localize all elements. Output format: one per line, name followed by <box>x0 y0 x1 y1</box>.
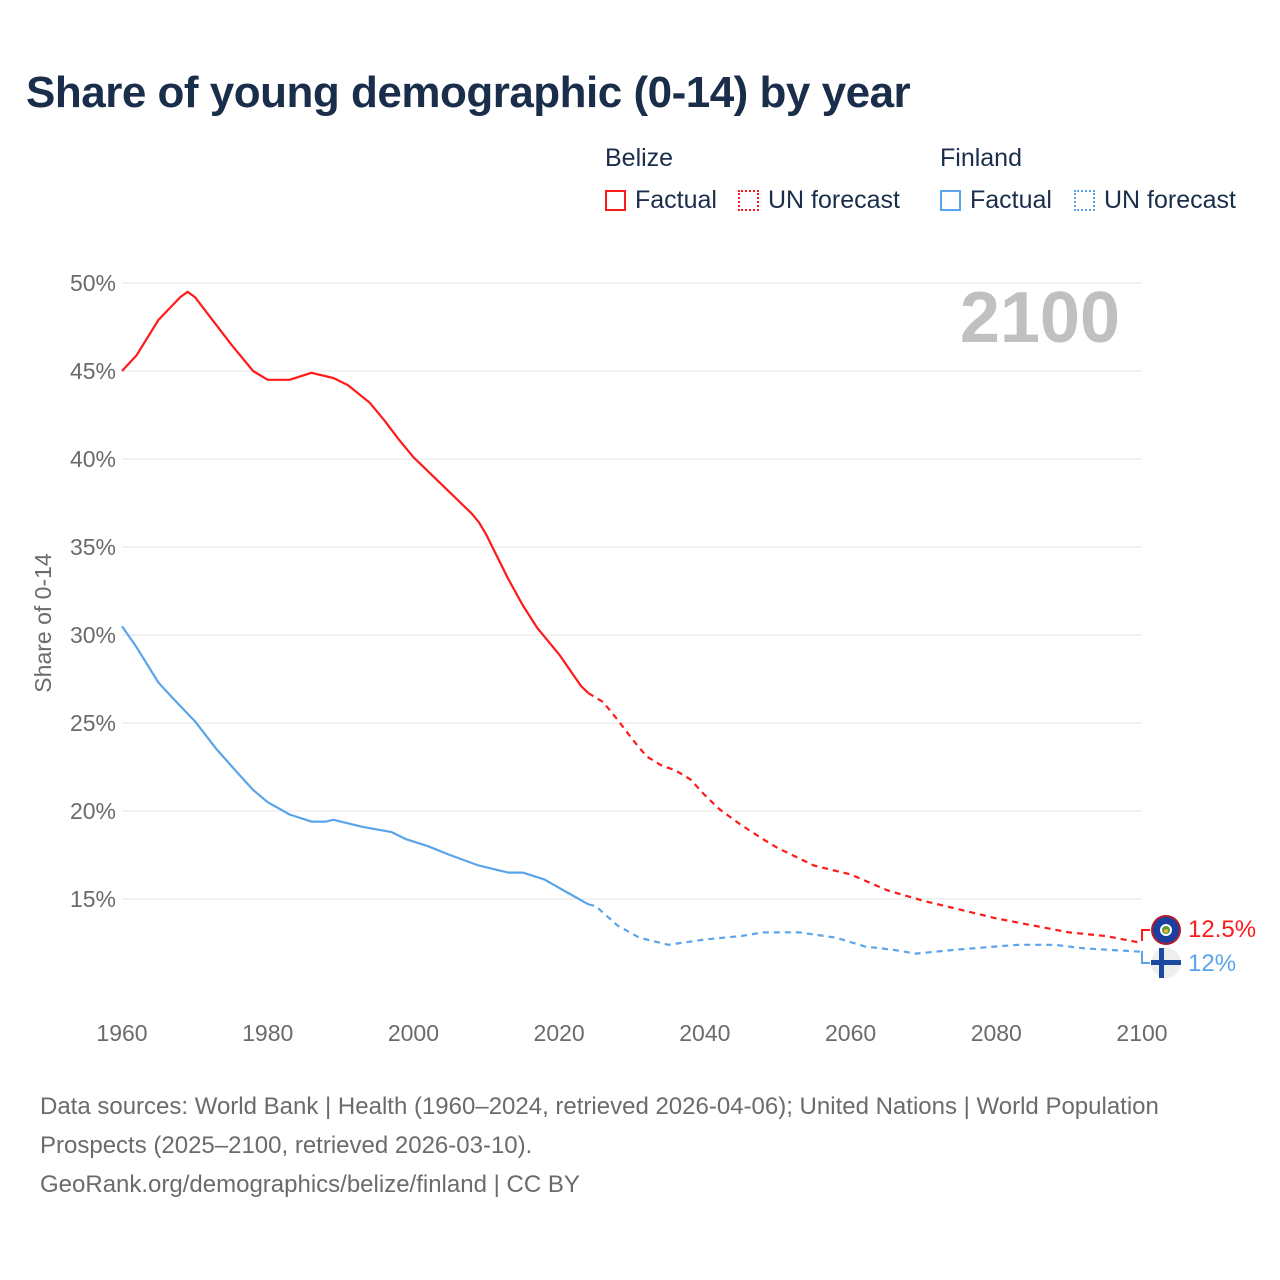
y-tick-label: 45% <box>70 358 116 384</box>
y-axis-label: Share of 0-14 <box>30 553 56 693</box>
y-tick-label: 20% <box>70 798 116 824</box>
source-line: Data sources: World Bank | Health (1960–… <box>40 1093 1159 1159</box>
y-tick-label: 35% <box>70 534 116 560</box>
legend-belize-forecast[interactable]: UN forecast <box>738 186 900 215</box>
legend-finland-heading: Finland <box>940 144 1022 172</box>
x-tick-label: 2040 <box>679 1020 730 1046</box>
belize-forecast-line <box>587 692 1143 945</box>
plot-area: 15% 20% 25% 30% 35% 40% 45% 50% 1960 1980 2000 2020… <box>30 270 1256 1046</box>
y-tick-label: 30% <box>70 622 116 648</box>
belize-factual-line <box>121 290 590 694</box>
legend-label: Factual <box>970 186 1052 214</box>
belize-end-label: 12.5% <box>1188 916 1256 943</box>
x-tick-label: 2020 <box>534 1020 585 1046</box>
legend-label: UN forecast <box>1104 186 1236 214</box>
x-tick-label: 2080 <box>971 1020 1022 1046</box>
legend-swatch-dotted <box>738 190 759 211</box>
finland-factual-line <box>121 625 589 906</box>
attribution-link[interactable]: GeoRank.org/demographics/belize/finland … <box>40 1171 580 1198</box>
finland-end-label: 12% <box>1188 950 1236 977</box>
y-tick-label: 50% <box>70 270 116 296</box>
y-tick-label: 40% <box>70 446 116 472</box>
legend-belize-heading: Belize <box>605 144 674 172</box>
legend-label: UN forecast <box>768 186 900 214</box>
chart-title: Share of young demographic (0-14) by yea… <box>26 68 911 117</box>
legend-belize-factual[interactable]: Factual <box>605 186 717 215</box>
x-tick-label: 2100 <box>1116 1020 1167 1046</box>
legend-swatch-dotted <box>1074 190 1095 211</box>
x-tick-label: 1980 <box>242 1020 293 1046</box>
legend-label: Factual <box>635 186 717 214</box>
belize-flag-icon <box>1151 915 1181 945</box>
finland-flag-icon <box>1151 948 1181 978</box>
x-tick-label: 2060 <box>825 1020 876 1046</box>
legend-finland-factual[interactable]: Factual <box>940 186 1052 215</box>
x-tick-label: 1960 <box>96 1020 147 1046</box>
year-display: 2100 <box>960 278 1120 358</box>
x-tick-label: 2000 <box>388 1020 439 1046</box>
finland-forecast-line <box>588 903 1143 955</box>
source-note: Data sources: World Bank | Health (1960–… <box>40 1087 1220 1204</box>
y-tick-label: 15% <box>70 886 116 912</box>
finland-label-connector <box>1141 951 1150 964</box>
y-tick-label: 25% <box>70 710 116 736</box>
legend-finland-forecast[interactable]: UN forecast <box>1074 186 1236 215</box>
legend-swatch-solid <box>605 190 626 211</box>
legend-swatch-solid <box>940 190 961 211</box>
belize-label-connector <box>1141 929 1150 941</box>
